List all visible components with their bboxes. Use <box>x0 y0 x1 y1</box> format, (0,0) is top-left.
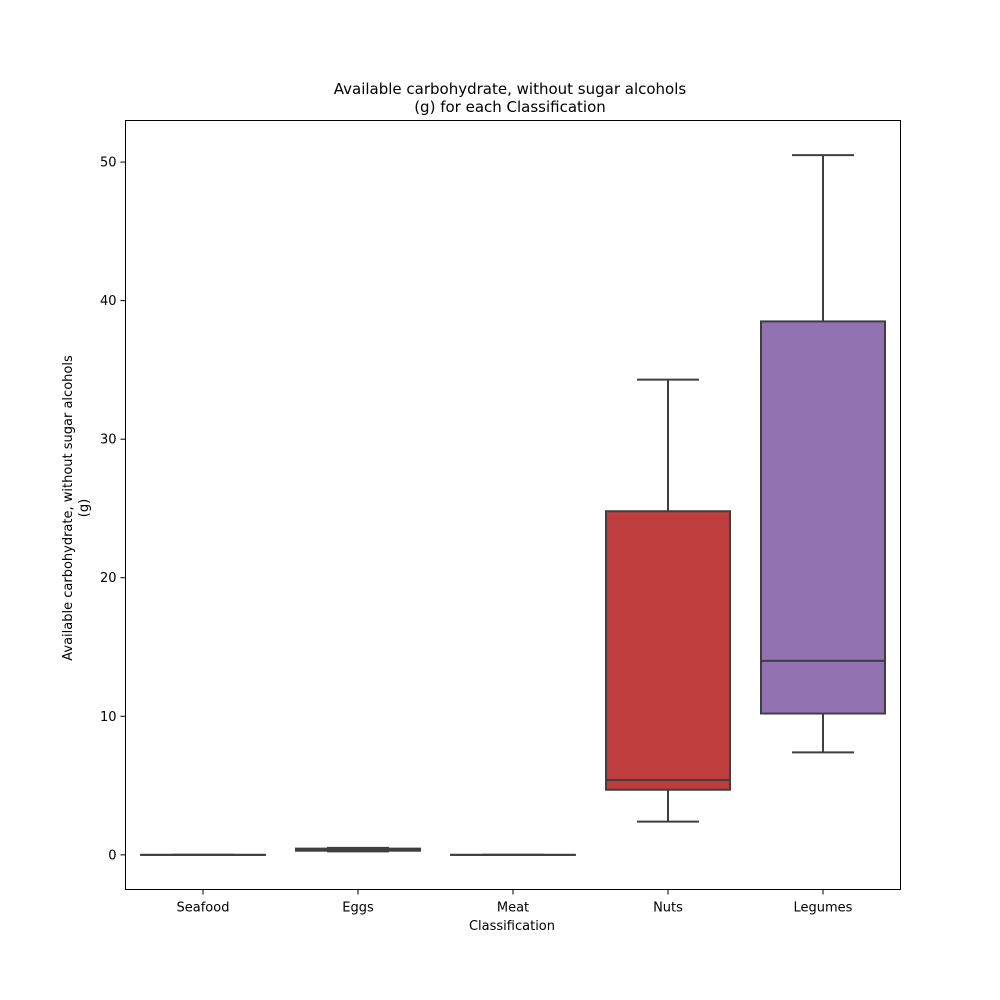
x-axis-label: Classification <box>469 919 555 934</box>
x-tick-label: Nuts <box>653 901 683 916</box>
plot-area <box>140 154 886 856</box>
x-axis: Seafood Eggs Meat Nuts Legumes <box>177 889 853 916</box>
x-tick-label: Seafood <box>177 901 230 916</box>
y-tick-label: 0 <box>108 848 116 863</box>
y-axis: 0 10 20 30 40 50 <box>100 156 126 863</box>
box-iqr <box>605 510 731 791</box>
x-tick-label: Meat <box>497 901 529 916</box>
y-tick-label: 30 <box>100 433 117 448</box>
y-tick-label: 10 <box>100 710 117 725</box>
x-tick-label: Eggs <box>342 901 374 916</box>
box-legumes <box>760 154 886 754</box>
chart-title-line-1: Available carbohydrate, without sugar al… <box>334 80 687 98</box>
box-nuts <box>605 378 731 823</box>
y-axis-label-line-2: (g) <box>77 499 92 517</box>
y-tick-label: 20 <box>100 571 117 586</box>
box-eggs <box>295 846 421 853</box>
box-iqr <box>760 320 886 715</box>
y-axis-label: Available carbohydrate, without sugar al… <box>61 355 92 661</box>
y-tick-label: 40 <box>100 294 117 309</box>
x-tick-label: Legumes <box>794 901 853 916</box>
y-tick-label: 50 <box>100 156 117 171</box>
y-axis-label-line-1: Available carbohydrate, without sugar al… <box>61 355 76 661</box>
chart-title-line-2: (g) for each Classification <box>414 98 606 116</box>
